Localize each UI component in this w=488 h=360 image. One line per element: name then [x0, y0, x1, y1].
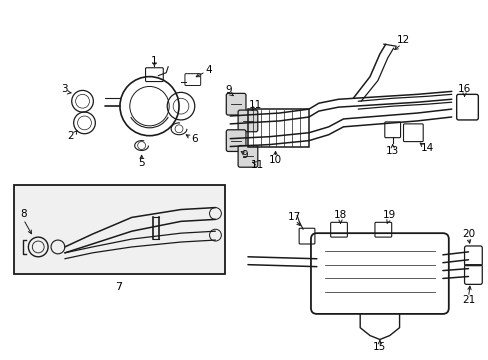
Text: 11: 11	[249, 100, 262, 110]
Text: 10: 10	[268, 155, 282, 165]
Text: 2: 2	[67, 131, 74, 141]
Text: 6: 6	[191, 134, 198, 144]
Text: 9: 9	[224, 85, 231, 95]
Text: 20: 20	[461, 229, 474, 239]
FancyBboxPatch shape	[238, 110, 257, 132]
Text: 11: 11	[251, 160, 264, 170]
FancyBboxPatch shape	[226, 130, 245, 152]
FancyBboxPatch shape	[226, 93, 245, 115]
Text: 13: 13	[385, 147, 399, 157]
Text: 12: 12	[396, 35, 409, 45]
Text: 8: 8	[20, 210, 27, 220]
Text: 3: 3	[61, 84, 68, 94]
Text: 15: 15	[372, 342, 386, 352]
Text: 5: 5	[138, 158, 144, 168]
Text: 18: 18	[333, 211, 346, 220]
Text: 21: 21	[461, 295, 474, 305]
Text: 1: 1	[151, 56, 158, 66]
FancyBboxPatch shape	[238, 145, 257, 167]
Bar	[247, 109, 308, 147]
Text: 9: 9	[241, 150, 248, 161]
Text: 19: 19	[382, 211, 396, 220]
Text: 16: 16	[457, 84, 470, 94]
Text: 14: 14	[420, 144, 433, 153]
Bar	[14, 185, 225, 274]
Text: 4: 4	[205, 65, 211, 75]
Text: 7: 7	[115, 282, 122, 292]
Text: 17: 17	[287, 212, 300, 222]
